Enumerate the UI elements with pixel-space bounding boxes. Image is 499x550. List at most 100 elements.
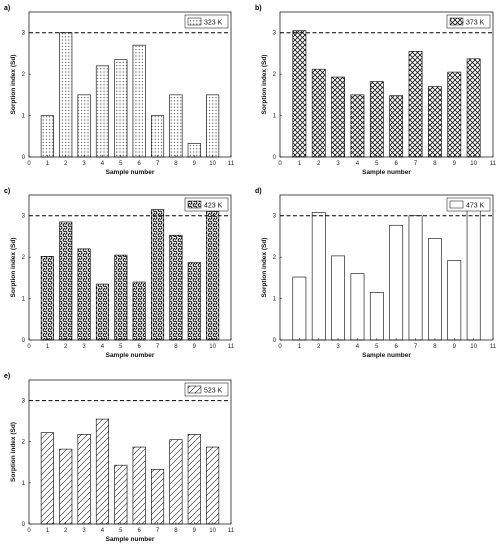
x-axis-label: Sample number — [106, 352, 155, 359]
bar — [95, 418, 109, 525]
x-tick-label: 2 — [64, 344, 68, 350]
bar — [206, 446, 220, 525]
x-tick-label: 7 — [156, 161, 160, 167]
x-tick-label: 3 — [82, 528, 86, 534]
x-tick-label: 5 — [119, 161, 123, 167]
x-tick-label: 1 — [46, 161, 50, 167]
x-tick-label: 4 — [101, 528, 105, 534]
legend-swatch — [449, 200, 464, 209]
bar — [95, 283, 109, 341]
x-tick-label: 11 — [228, 528, 235, 534]
bar — [169, 439, 183, 525]
panel-label: e) — [4, 373, 10, 380]
bar — [311, 212, 326, 341]
y-tick-label: 1 — [22, 481, 26, 487]
x-tick-label: 7 — [414, 161, 418, 167]
legend-swatch — [187, 200, 202, 209]
x-tick-label: 7 — [414, 344, 418, 350]
x-tick-label: 9 — [193, 161, 197, 167]
plot-frame — [279, 194, 494, 341]
bar — [350, 94, 365, 158]
y-tick-label: 3 — [273, 214, 277, 220]
y-axis-label: Sorption index (Sd) — [10, 422, 17, 482]
x-tick-label: 1 — [298, 161, 302, 167]
bar — [206, 211, 220, 341]
x-tick-label: 8 — [433, 344, 437, 350]
y-tick-label: 2 — [22, 72, 26, 78]
x-tick-label: 7 — [156, 344, 160, 350]
x-tick-label: 2 — [64, 161, 68, 167]
x-tick-label: 1 — [46, 528, 50, 534]
x-tick-label: 5 — [375, 344, 379, 350]
bar — [114, 254, 128, 341]
plot-frame — [28, 194, 232, 341]
chart-panel: e) 0 1 2 3 4 5 6 7 8 9 10 11 0 1 2 3 Sample number Sorptio… — [4, 373, 235, 543]
bar — [466, 58, 481, 158]
bar — [151, 209, 165, 341]
x-axis-label: Sample number — [362, 352, 411, 359]
x-tick-label: 1 — [298, 344, 302, 350]
bar — [389, 224, 404, 341]
bar — [151, 468, 165, 525]
x-tick-label: 8 — [174, 161, 178, 167]
x-tick-label: 11 — [228, 344, 235, 350]
x-tick-label: 3 — [82, 344, 86, 350]
bar — [187, 143, 201, 158]
x-tick-label: 2 — [64, 528, 68, 534]
chart-panel: c) 0 1 2 3 4 5 6 7 8 9 10 11 0 1 2 3 Sample number Sorptio… — [4, 188, 235, 359]
bar — [447, 71, 462, 158]
x-tick-label: 3 — [336, 344, 340, 350]
legend-label: 323 K — [204, 20, 223, 27]
x-tick-label: 8 — [174, 528, 178, 534]
legend-label: 523 K — [204, 388, 223, 395]
bar — [389, 95, 404, 158]
y-tick-label: 0 — [22, 155, 26, 161]
y-tick-label: 1 — [22, 297, 26, 303]
x-tick-label: 9 — [453, 161, 457, 167]
bar — [132, 446, 146, 525]
bar — [95, 65, 109, 158]
bar — [59, 32, 73, 158]
x-tick-label: 11 — [490, 344, 497, 350]
panel-label: b) — [255, 5, 262, 12]
chart-panel: d) 0 1 2 3 4 5 6 7 8 9 10 11 0 1 2 3 Sample number Sorptio… — [255, 188, 497, 359]
x-tick-label: 9 — [453, 344, 457, 350]
bar — [447, 260, 462, 341]
bar — [292, 276, 307, 341]
y-tick-label: 0 — [273, 338, 277, 344]
y-tick-label: 3 — [22, 31, 26, 37]
x-tick-label: 8 — [433, 161, 437, 167]
bar — [428, 86, 442, 158]
bar — [77, 94, 91, 158]
bar — [169, 94, 183, 158]
x-axis-label: Sample number — [362, 169, 411, 176]
x-tick-label: 10 — [470, 161, 477, 167]
bar — [350, 273, 365, 341]
bar — [59, 221, 73, 341]
bar — [292, 30, 307, 158]
y-tick-label: 3 — [22, 214, 26, 220]
x-tick-label: 4 — [101, 344, 105, 350]
y-tick-label: 3 — [22, 399, 26, 405]
legend-label: 423 K — [204, 203, 223, 210]
legend-swatch — [187, 385, 202, 394]
x-tick-label: 5 — [375, 161, 379, 167]
bar — [114, 464, 128, 525]
plot-frame — [28, 11, 232, 158]
x-tick-label: 9 — [193, 528, 197, 534]
x-tick-label: 5 — [119, 344, 123, 350]
bar — [369, 81, 384, 158]
y-tick-label: 3 — [273, 31, 277, 37]
y-tick-label: 2 — [273, 255, 277, 261]
bar — [59, 448, 73, 525]
x-tick-label: 4 — [356, 161, 360, 167]
x-tick-label: 10 — [209, 528, 216, 534]
legend-label: 473 K — [466, 203, 485, 210]
bar — [132, 281, 146, 341]
bar — [151, 115, 165, 158]
x-tick-label: 6 — [395, 161, 399, 167]
bar — [114, 59, 128, 158]
y-axis-label: Sorption index (Sd) — [261, 238, 268, 298]
x-tick-label: 6 — [138, 528, 142, 534]
